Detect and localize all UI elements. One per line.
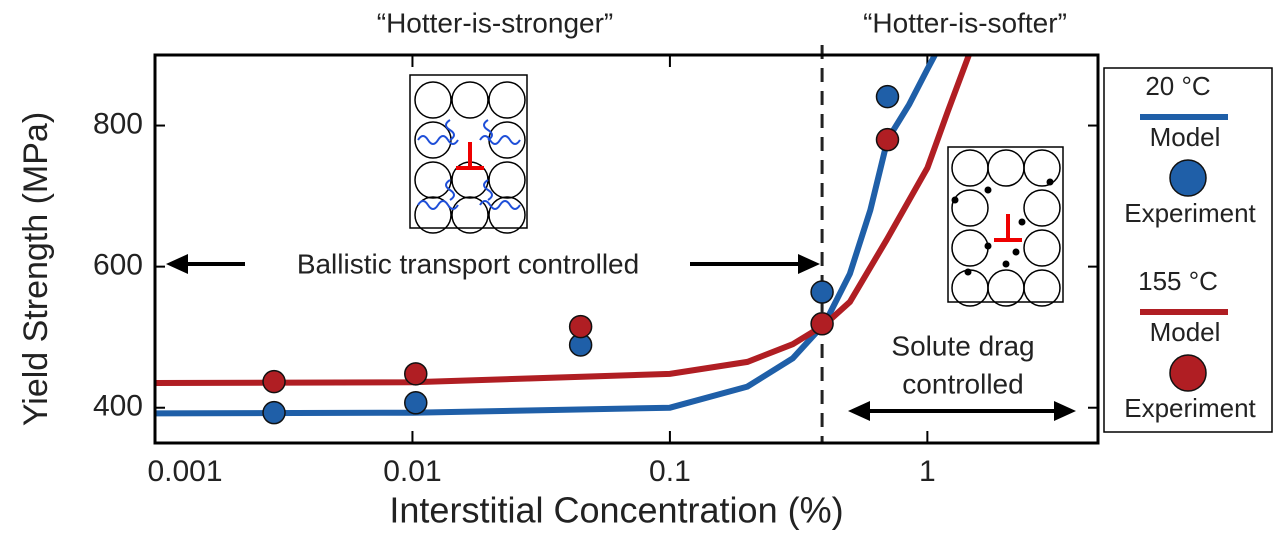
inset-ballistic [410, 75, 527, 233]
y-tick-label: 400 [93, 390, 143, 423]
legend-marker [1170, 160, 1206, 196]
x-tick-label: 1 [919, 455, 936, 488]
experiment-point [263, 402, 285, 424]
x-tick-label: 0.001 [147, 455, 222, 488]
experiment-point [405, 392, 427, 414]
model-line [155, 55, 969, 383]
legend-label: Model [1150, 317, 1221, 347]
chart: 400 600 800 0.001 0.01 0.1 1 Interstitial Conce… [0, 0, 1282, 537]
legend-label: Experiment [1124, 393, 1256, 423]
model-line [155, 55, 935, 413]
annotation: “Hotter-is-stronger” [377, 7, 613, 38]
annotation: “Hotter-is-softer” [863, 7, 1067, 38]
x-tick-label: 0.01 [383, 455, 441, 488]
y-axis-label: Yield Strength (MPa) [17, 112, 55, 426]
experiment-point [263, 371, 285, 393]
legend-marker [1170, 355, 1206, 391]
legend-label: Model [1150, 122, 1221, 152]
legend-title: 155 °C [1138, 266, 1218, 296]
experiment-point [876, 86, 898, 108]
experiment-point [811, 313, 833, 335]
inset-solute [948, 147, 1063, 306]
x-tick-label: 0.1 [649, 455, 691, 488]
experiment-point [405, 363, 427, 385]
annotation: controlled [902, 368, 1023, 399]
legend-title: 20 °C [1145, 71, 1210, 101]
annotation: Ballistic transport controlled [297, 248, 639, 279]
annotation: Solute drag [891, 330, 1034, 361]
y-tick-label: 800 [93, 107, 143, 140]
legend-label: Experiment [1124, 198, 1256, 228]
y-tick-label: 600 [93, 249, 143, 282]
experiment-point [570, 316, 592, 338]
experiment-point [811, 281, 833, 303]
x-axis-label: Interstitial Concentration (%) [389, 490, 843, 531]
experiment-point [876, 129, 898, 151]
